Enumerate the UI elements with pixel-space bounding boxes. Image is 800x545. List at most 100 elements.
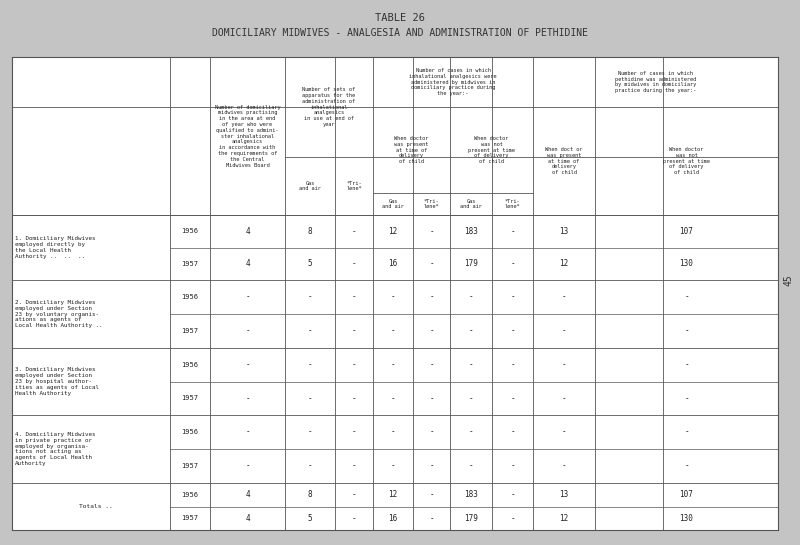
Text: Totals ..: Totals ..	[79, 504, 113, 509]
Text: 2. Domiciliary Midwives
employed under Section
23 by voluntary organis-
ations a: 2. Domiciliary Midwives employed under S…	[15, 300, 102, 328]
Text: -: -	[562, 427, 566, 437]
Text: 1956: 1956	[182, 492, 198, 498]
Text: -: -	[510, 227, 515, 236]
Text: -: -	[429, 326, 434, 336]
Text: -: -	[469, 393, 474, 403]
Text: -: -	[352, 227, 356, 236]
Text: -: -	[352, 427, 356, 437]
Text: 130: 130	[679, 514, 694, 523]
Text: -: -	[684, 360, 689, 370]
Text: -: -	[684, 293, 689, 301]
Bar	[12, 57, 778, 530]
Text: -: -	[352, 259, 356, 268]
Text: -: -	[562, 326, 566, 336]
Text: 4: 4	[245, 514, 250, 523]
Text: -: -	[245, 462, 250, 470]
Text: -: -	[510, 427, 515, 437]
Text: 1956: 1956	[182, 429, 198, 435]
Text: -: -	[684, 326, 689, 336]
Text: -: -	[308, 427, 312, 437]
Text: -: -	[429, 360, 434, 370]
Text: -: -	[352, 393, 356, 403]
Text: -: -	[429, 293, 434, 301]
Text: -: -	[510, 393, 515, 403]
Text: -: -	[390, 462, 395, 470]
Text: -: -	[429, 462, 434, 470]
Text: -: -	[429, 259, 434, 268]
Text: *Tri-
lene*: *Tri- lene*	[505, 198, 520, 209]
Text: -: -	[308, 393, 312, 403]
Text: -: -	[429, 514, 434, 523]
Text: Number of domiciliary
midwives practising
in the area at end
of year who were
qu: Number of domiciliary midwives practisin…	[214, 105, 280, 167]
Text: -: -	[390, 293, 395, 301]
Text: When doct or
was present
at time of
delivery
of child: When doct or was present at time of deli…	[546, 147, 582, 175]
Text: 179: 179	[464, 514, 478, 523]
Text: Number of cases in which
pethidine was administered
by midwives in domiciliary
p: Number of cases in which pethidine was a…	[615, 71, 696, 93]
Text: 1. Domiciliary Midwives
employed directly by
the Local Health
Authority ..  ..  : 1. Domiciliary Midwives employed directl…	[15, 237, 95, 259]
Text: When doctor
was not
present at time
of delivery
of child: When doctor was not present at time of d…	[468, 136, 515, 164]
Text: Number of cases in which
inhalational analgesics were
administered by midwives i: Number of cases in which inhalational an…	[410, 68, 497, 96]
Text: -: -	[390, 360, 395, 370]
Text: 16: 16	[388, 259, 398, 268]
Text: 1957: 1957	[182, 395, 198, 401]
Text: 4: 4	[245, 490, 250, 499]
Text: 12: 12	[388, 227, 398, 236]
Text: -: -	[352, 462, 356, 470]
Text: -: -	[308, 462, 312, 470]
Text: -: -	[245, 326, 250, 336]
Text: -: -	[510, 514, 515, 523]
Text: -: -	[684, 427, 689, 437]
Text: *Tri-
lene*: *Tri- lene*	[346, 180, 362, 191]
Text: -: -	[429, 393, 434, 403]
Text: -: -	[469, 293, 474, 301]
Text: -: -	[352, 514, 356, 523]
Text: -: -	[352, 360, 356, 370]
Text: -: -	[469, 427, 474, 437]
Text: -: -	[245, 427, 250, 437]
Text: Gas
and air: Gas and air	[460, 198, 482, 209]
Text: -: -	[429, 227, 434, 236]
Text: -: -	[308, 293, 312, 301]
Text: 183: 183	[464, 227, 478, 236]
Text: -: -	[390, 393, 395, 403]
Text: 45: 45	[783, 274, 793, 286]
Text: -: -	[510, 360, 515, 370]
Text: 16: 16	[388, 514, 398, 523]
Text: 12: 12	[559, 514, 569, 523]
Text: *Tri-
lene*: *Tri- lene*	[424, 198, 439, 209]
Text: 107: 107	[679, 490, 694, 499]
Text: 13: 13	[559, 227, 569, 236]
Text: 5: 5	[308, 259, 312, 268]
Text: 8: 8	[308, 490, 312, 499]
Text: 179: 179	[464, 259, 478, 268]
Text: -: -	[562, 393, 566, 403]
Text: -: -	[469, 326, 474, 336]
Text: -: -	[352, 293, 356, 301]
Text: -: -	[390, 326, 395, 336]
Text: -: -	[510, 490, 515, 499]
Text: 1957: 1957	[182, 261, 198, 267]
Text: 1957: 1957	[182, 463, 198, 469]
Text: 13: 13	[559, 490, 569, 499]
Text: DOMICILIARY MIDWIVES - ANALGESIA AND ADMINISTRATION OF PETHIDINE: DOMICILIARY MIDWIVES - ANALGESIA AND ADM…	[212, 28, 588, 38]
Text: -: -	[245, 360, 250, 370]
Text: -: -	[308, 360, 312, 370]
Text: 3. Domiciliary Midwives
employed under Section
23 by hospital author-
ities as a: 3. Domiciliary Midwives employed under S…	[15, 367, 99, 396]
Text: 12: 12	[388, 490, 398, 499]
Text: 4: 4	[245, 259, 250, 268]
Text: Gas
and air: Gas and air	[299, 180, 321, 191]
Text: -: -	[562, 360, 566, 370]
Text: -: -	[684, 393, 689, 403]
Text: 4. Domiciliary Midwives
in private practice or
employed by organisa-
tions not a: 4. Domiciliary Midwives in private pract…	[15, 432, 95, 466]
Text: -: -	[429, 490, 434, 499]
Text: -: -	[562, 293, 566, 301]
Text: -: -	[469, 360, 474, 370]
Text: -: -	[429, 427, 434, 437]
Text: 130: 130	[679, 259, 694, 268]
Text: -: -	[510, 326, 515, 336]
Text: 1956: 1956	[182, 362, 198, 368]
Text: 5: 5	[308, 514, 312, 523]
Text: Number of sets of
apparatus for the
administration of
inhalational
analgesics
in: Number of sets of apparatus for the admi…	[302, 87, 355, 127]
Text: -: -	[510, 293, 515, 301]
Text: -: -	[308, 326, 312, 336]
